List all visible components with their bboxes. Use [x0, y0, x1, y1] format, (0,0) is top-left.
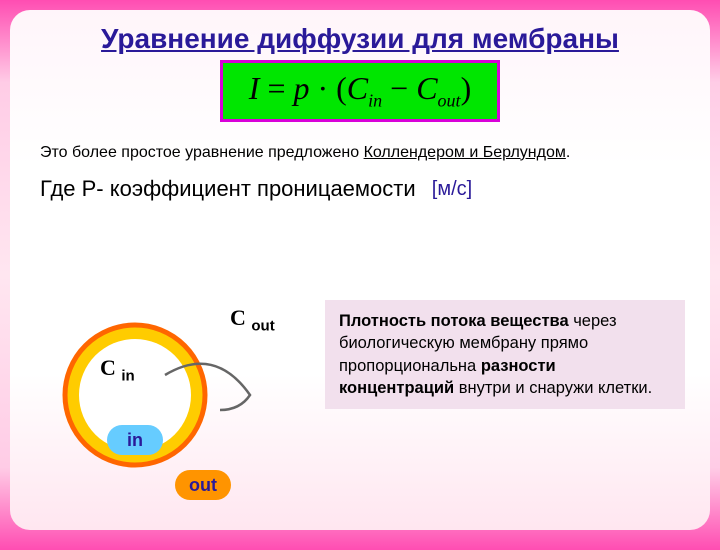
callout-bold-1: Плотность потока вещества	[339, 312, 569, 330]
slide: Уравнение диффузии для мембраны I = p · …	[10, 10, 710, 530]
explanation-box: Плотность потока вещества через биологич…	[325, 300, 685, 409]
diffusion-equation: I = p · (Cin − Cout)	[249, 70, 471, 111]
eq-Cout-sub: out	[438, 90, 461, 110]
attribution-authors: Коллендером и Берлундом	[364, 144, 566, 161]
callout-text-2: внутри и снаружи клетки.	[454, 379, 652, 397]
eq-dot: ·	[309, 70, 336, 106]
attribution-line: Это более простое уравнение предложено К…	[40, 144, 680, 162]
where-text: Где Р- коэффициент проницаемости	[40, 176, 416, 201]
eq-Cout: C	[416, 70, 437, 106]
equation-box: I = p · (Cin − Cout)	[220, 60, 500, 122]
slide-title: Уравнение диффузии для мембраны	[40, 22, 680, 56]
c-in-label: С in	[100, 355, 135, 384]
eq-Cin: C	[347, 70, 368, 106]
in-pill: in	[107, 425, 163, 455]
out-pill: out	[175, 470, 231, 500]
eq-I: I	[249, 70, 260, 106]
eq-close: )	[461, 70, 472, 106]
eq-equals: =	[259, 70, 293, 106]
eq-p: p	[293, 70, 309, 106]
unit-box: [м/с]	[432, 178, 472, 201]
cell-diagram: С in С out in out	[40, 300, 300, 520]
eq-minus: −	[382, 70, 416, 106]
attribution-post: .	[566, 144, 570, 161]
lower-area: С in С out in out Плотность потока вещес…	[40, 300, 680, 520]
where-line: Где Р- коэффициент проницаемости [м/с]	[40, 176, 680, 202]
eq-open: (	[336, 70, 347, 106]
eq-Cin-sub: in	[368, 90, 382, 110]
attribution-pre: Это более простое уравнение предложено	[40, 144, 364, 161]
c-out-label: С out	[230, 305, 275, 334]
